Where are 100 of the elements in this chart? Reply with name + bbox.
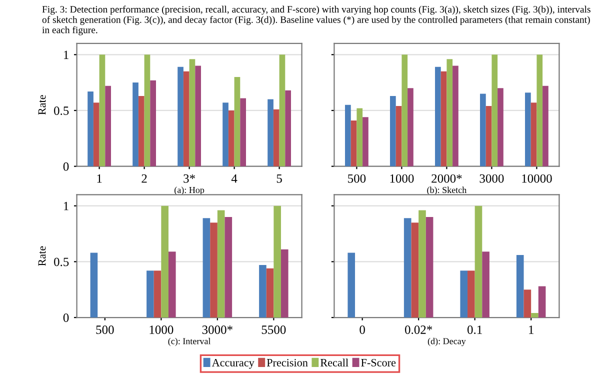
x-tick-label: 2 xyxy=(142,174,147,183)
bar xyxy=(396,106,402,166)
bar xyxy=(402,54,408,166)
bar xyxy=(524,290,532,318)
bar xyxy=(138,96,144,166)
bar xyxy=(426,217,434,318)
bar xyxy=(195,66,201,166)
x-tick-label: 5 xyxy=(276,174,282,183)
bar xyxy=(240,98,246,166)
x-axis-title: (a): Hop xyxy=(174,186,204,195)
bar xyxy=(259,265,266,318)
bar xyxy=(154,270,162,318)
y-axis-title: Rate xyxy=(38,95,46,115)
bar xyxy=(542,86,548,166)
bar xyxy=(161,206,168,318)
bar xyxy=(516,254,524,318)
bar xyxy=(274,206,281,318)
y-tick-label: 0.5 xyxy=(54,106,69,115)
bar xyxy=(525,92,531,166)
bar xyxy=(146,270,154,318)
bar xyxy=(273,109,280,166)
x-axis-title: (b): Sketch xyxy=(427,186,467,195)
bar xyxy=(530,102,537,166)
bar xyxy=(492,54,498,166)
bar xyxy=(498,88,504,166)
bar xyxy=(480,94,486,166)
bar xyxy=(482,252,490,318)
bar xyxy=(440,71,447,166)
bar xyxy=(486,106,492,166)
y-tick-label: 1 xyxy=(64,50,68,59)
bar xyxy=(183,71,190,166)
bar xyxy=(531,313,538,318)
bar xyxy=(202,218,210,318)
bar xyxy=(224,217,232,318)
bar xyxy=(88,91,94,166)
bar xyxy=(345,104,351,166)
legend-label: Accuracy xyxy=(212,358,254,369)
bar xyxy=(93,102,100,166)
bar xyxy=(222,102,228,166)
x-tick-label: 0.1 xyxy=(467,326,482,334)
bar xyxy=(144,54,150,166)
legend-label: Precision xyxy=(266,358,308,366)
y-axis-title: Rate xyxy=(38,246,46,266)
bar xyxy=(280,249,288,318)
bar xyxy=(105,86,111,166)
chart-title: Fig. 3: Detection performance (precision, recall, accuracy, and F-score) with varying hop counts (Fig. 3(a)), sketch sizes (Fig. 3(b)), intervals of sketch generation (Fig. 3(c)), and decay factor (Fig. 3(d)). Baseline values (*) are used by the controlled parameters (that remain constant) in each figure. xyxy=(42,6,590,36)
bar xyxy=(350,120,357,166)
bar xyxy=(99,54,106,166)
bar xyxy=(228,110,234,166)
x-tick-label: 0 xyxy=(360,326,365,334)
bar xyxy=(408,88,414,166)
bar xyxy=(217,210,225,318)
bar xyxy=(536,54,543,166)
bar xyxy=(150,80,156,166)
bar xyxy=(460,270,468,318)
bar xyxy=(234,76,240,166)
bar xyxy=(452,66,458,166)
x-tick-label: 1000 xyxy=(390,174,414,183)
y-tick-label: 1 xyxy=(64,202,68,210)
x-tick-label: 4 xyxy=(231,174,238,183)
legend-label: F-Score xyxy=(361,358,396,366)
y-tick-label: 0 xyxy=(63,314,69,322)
bar xyxy=(348,252,356,318)
x-tick-label: 10000 xyxy=(522,174,552,183)
bar xyxy=(90,252,98,318)
x-tick-label: 2000* xyxy=(432,174,462,183)
bar xyxy=(266,268,274,318)
x-tick-label: 1 xyxy=(97,174,102,183)
x-tick-label: 0.02* xyxy=(404,326,432,334)
bar xyxy=(285,90,291,166)
x-axis-title: (d): Decay xyxy=(428,338,466,346)
bar xyxy=(468,270,475,318)
bar xyxy=(356,108,363,166)
bar xyxy=(168,252,176,318)
x-tick-label: 1000 xyxy=(150,326,174,334)
bar xyxy=(474,206,482,318)
bar xyxy=(189,59,196,166)
x-tick-label: 3* xyxy=(184,174,195,183)
bar xyxy=(279,54,286,166)
x-tick-label: 3000 xyxy=(480,174,504,183)
bar xyxy=(446,59,453,166)
y-tick-label: 0 xyxy=(63,162,69,171)
bar xyxy=(178,66,184,166)
bar xyxy=(268,99,274,166)
bar xyxy=(538,286,546,318)
bar xyxy=(362,117,368,166)
x-tick-label: 500 xyxy=(96,326,114,334)
bar xyxy=(418,210,426,318)
y-tick-label: 0.5 xyxy=(54,258,69,266)
bar xyxy=(411,222,419,318)
bar xyxy=(404,218,412,318)
x-tick-label: 5500 xyxy=(262,326,286,334)
bar xyxy=(132,82,138,166)
bar xyxy=(435,66,441,166)
bar xyxy=(210,222,218,318)
legend-label: Recall xyxy=(320,358,348,366)
x-tick-label: 3000* xyxy=(202,326,232,334)
bar xyxy=(390,96,396,166)
x-tick-label: 500 xyxy=(348,174,366,183)
x-axis-title: (c): Interval xyxy=(168,338,211,346)
